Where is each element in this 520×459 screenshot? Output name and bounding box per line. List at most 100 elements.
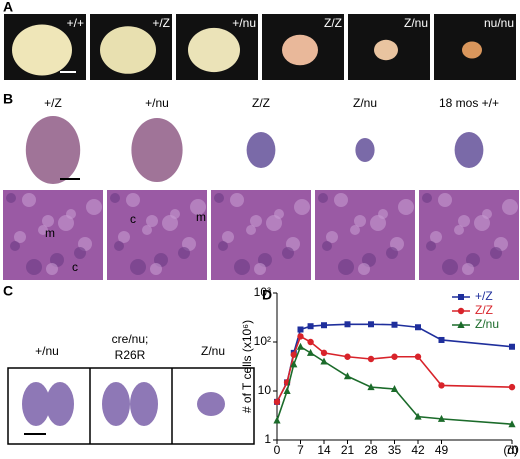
genotype-label: Z/Z <box>324 16 342 30</box>
genotype-label: R26R <box>115 348 146 362</box>
section-lowmag <box>454 132 484 168</box>
y-tick-label: 10² <box>254 334 271 348</box>
section-lowmag <box>25 116 81 184</box>
x-tick-label: 49 <box>435 443 449 457</box>
data-point <box>290 351 297 358</box>
histology-texture <box>126 193 140 207</box>
region-label: c <box>130 212 136 226</box>
data-point <box>414 353 422 360</box>
genotype-label: +/nu <box>35 344 59 358</box>
x-tick-label: 0 <box>274 443 281 457</box>
histology-texture <box>322 241 332 251</box>
histology-texture <box>130 259 146 275</box>
histology-texture <box>14 231 26 243</box>
data-point <box>508 383 516 391</box>
thymus-photo <box>282 34 318 66</box>
histology-texture <box>162 215 178 231</box>
histology-texture <box>350 225 360 235</box>
histology-texture <box>118 231 130 243</box>
data-point <box>391 353 398 360</box>
thymus-photo <box>100 26 156 74</box>
genotype-label: +/+ <box>67 16 84 30</box>
data-point <box>296 342 305 350</box>
genotype-label: +/nu <box>232 16 256 30</box>
histology-texture <box>454 225 464 235</box>
histology-texture <box>386 247 398 259</box>
section-lowmag <box>246 132 276 168</box>
thymus-section <box>130 382 158 426</box>
histology-texture <box>282 247 294 259</box>
data-point <box>290 360 298 368</box>
data-point <box>457 307 465 315</box>
thymus-section <box>22 382 50 426</box>
histology-texture <box>458 215 470 227</box>
thymus-section <box>197 392 225 416</box>
data-point <box>297 333 304 340</box>
thymus-photo <box>462 41 482 59</box>
x-tick-label: 70 <box>505 443 519 457</box>
panel-label: B <box>3 91 13 107</box>
histology-texture <box>246 225 256 235</box>
histology-texture <box>10 241 20 251</box>
histology-texture <box>294 199 310 215</box>
data-point <box>307 338 314 346</box>
x-tick-label: 28 <box>364 443 378 457</box>
data-point <box>457 321 465 328</box>
histology-texture <box>230 193 244 207</box>
genotype-label: +/Z <box>152 16 170 30</box>
histology-texture <box>490 247 502 259</box>
histology-texture <box>318 193 328 203</box>
x-tick-label: 21 <box>341 443 355 457</box>
panel-label: D <box>262 287 272 303</box>
data-point <box>367 383 375 391</box>
histology-texture <box>142 225 152 235</box>
thymus-photo <box>12 24 72 76</box>
region-label: m <box>196 210 206 224</box>
region-label: c <box>72 260 78 274</box>
section-lowmag <box>131 118 183 182</box>
histology-texture <box>46 263 58 275</box>
panel-label: C <box>3 283 13 299</box>
histology-texture <box>114 241 124 251</box>
data-point <box>508 420 516 428</box>
histology-texture <box>370 215 386 231</box>
data-point <box>307 323 314 330</box>
histology-texture <box>146 215 158 227</box>
histology-texture <box>234 259 250 275</box>
genotype-label: +/nu <box>145 96 169 110</box>
histology-texture <box>74 247 86 259</box>
histology-texture <box>398 199 414 215</box>
thymus-section <box>102 382 130 426</box>
x-tick-label: 7 <box>297 443 304 457</box>
data-point <box>438 336 445 343</box>
genotype-label: +/Z <box>44 96 62 110</box>
histology-texture <box>430 231 442 243</box>
legend-label: +/Z <box>475 289 493 303</box>
data-point <box>390 384 399 392</box>
genotype-label: Z/nu <box>404 16 428 30</box>
histology-texture <box>334 193 348 207</box>
section-lowmag <box>355 138 375 162</box>
y-tick-label: 10 <box>258 383 272 397</box>
data-point <box>414 412 422 420</box>
genotype-label: nu/nu <box>484 16 514 30</box>
histology-texture <box>474 215 490 231</box>
data-point <box>273 398 281 406</box>
histology-texture <box>22 193 36 207</box>
histology-texture <box>426 241 436 251</box>
histology-texture <box>110 193 120 203</box>
data-point <box>343 372 352 380</box>
data-point <box>509 343 515 350</box>
data-point <box>320 357 328 365</box>
data-point <box>368 321 374 328</box>
histology-texture <box>422 193 432 203</box>
thymus-section <box>46 382 74 426</box>
histology-texture <box>38 225 48 235</box>
histology-texture <box>6 193 16 203</box>
data-point <box>438 382 445 389</box>
data-point <box>367 355 375 363</box>
series-line <box>276 345 513 426</box>
histology-texture <box>502 199 518 215</box>
x-tick-label: 42 <box>411 443 425 457</box>
